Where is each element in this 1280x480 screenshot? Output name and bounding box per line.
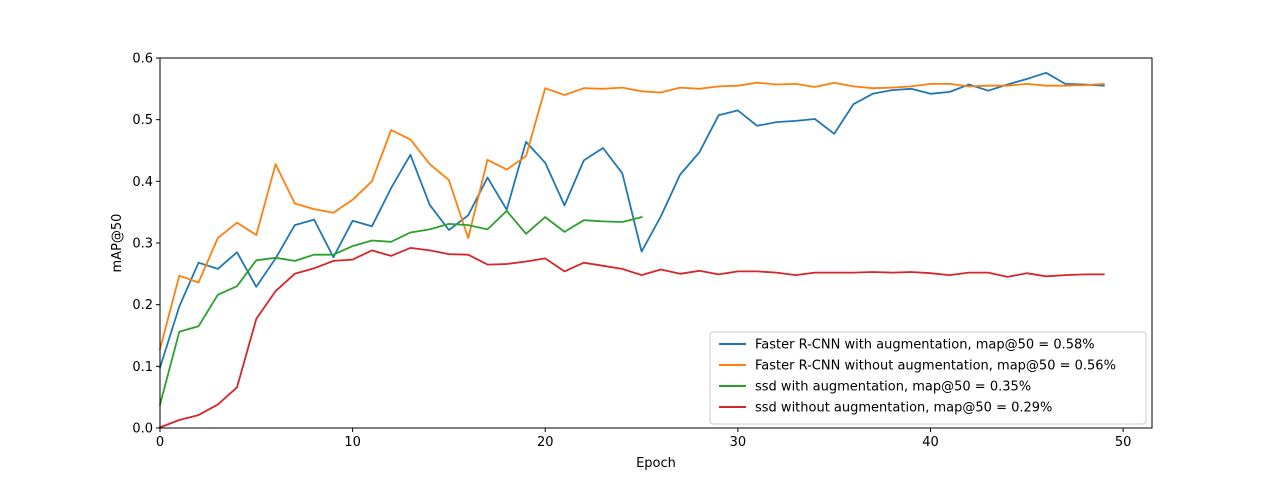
plot-series (158, 71, 1105, 429)
y-tick-label: 0.6 (132, 52, 153, 67)
y-tick-label: 0.4 (132, 175, 153, 190)
series-line-2 (158, 81, 1105, 351)
y-tick-label: 0.0 (132, 422, 153, 437)
x-axis: 0 10 20 30 40 50 (156, 428, 1132, 450)
x-axis-label: Epoch (636, 456, 676, 471)
x-tick-label: 40 (922, 435, 939, 450)
y-tick-label: 0.3 (132, 237, 153, 252)
series-line-4 (158, 246, 1105, 429)
series-line-3 (158, 209, 643, 406)
x-tick-label: 10 (344, 435, 361, 450)
y-axis: 0.0 0.1 0.2 0.3 0.4 0.5 0.6 (132, 52, 160, 437)
legend-entry: Faster R-CNN with augmentation, map@50 =… (755, 338, 1095, 353)
x-tick-label: 20 (537, 435, 554, 450)
y-tick-label: 0.2 (132, 298, 153, 313)
legend-entry: ssd without augmentation, map@50 = 0.29% (755, 401, 1052, 416)
y-axis-label: mAP@50 (110, 214, 125, 273)
legend: Faster R-CNN with augmentation, map@50 =… (709, 331, 1147, 425)
x-tick-label: 50 (1115, 435, 1132, 450)
legend-box (709, 331, 1147, 425)
y-tick-label: 0.5 (132, 113, 153, 128)
legend-entry: Faster R-CNN without augmentation, map@5… (755, 359, 1116, 374)
y-tick-label: 0.1 (132, 360, 153, 375)
series-line-1 (158, 71, 1105, 369)
x-tick-label: 30 (730, 435, 747, 450)
legend-entry: ssd with augmentation, map@50 = 0.35% (755, 380, 1031, 395)
x-tick-label: 0 (156, 435, 164, 450)
